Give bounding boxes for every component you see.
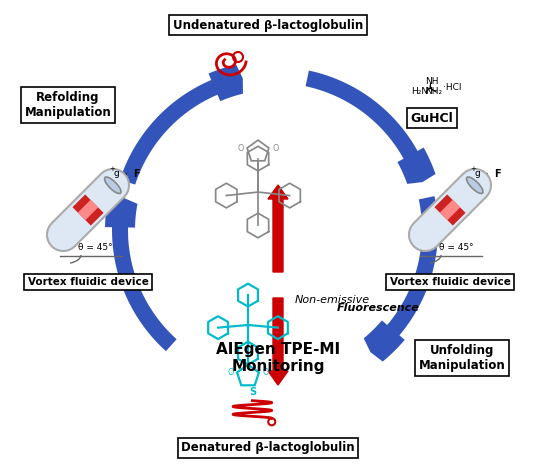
Text: S: S	[249, 387, 256, 397]
Polygon shape	[105, 198, 177, 351]
Polygon shape	[120, 64, 243, 184]
Ellipse shape	[104, 177, 121, 193]
Text: O: O	[237, 143, 244, 153]
Text: g: g	[474, 170, 480, 178]
Text: θ = 45°: θ = 45°	[78, 243, 112, 253]
Ellipse shape	[466, 177, 483, 193]
Text: Fluorescence: Fluorescence	[337, 303, 419, 313]
Text: +: +	[109, 166, 115, 172]
Text: H₂N: H₂N	[411, 87, 428, 97]
Text: NH₂: NH₂	[426, 87, 443, 97]
Text: GuHCl: GuHCl	[411, 112, 453, 125]
Text: Vortex fluidic device: Vortex fluidic device	[389, 277, 510, 287]
Text: O: O	[227, 368, 234, 377]
Text: ·HCl: ·HCl	[443, 83, 461, 92]
Text: Denatured β-lactoglobulin: Denatured β-lactoglobulin	[181, 441, 355, 454]
Text: Unfolding
Manipulation: Unfolding Manipulation	[419, 344, 505, 372]
Text: g: g	[113, 170, 119, 178]
Text: F: F	[494, 169, 501, 179]
Polygon shape	[268, 298, 288, 385]
Polygon shape	[306, 71, 436, 184]
Text: AIEgen TPE-MI
Monitoring: AIEgen TPE-MI Monitoring	[216, 342, 340, 374]
Text: O: O	[272, 143, 279, 153]
Polygon shape	[268, 185, 288, 272]
Text: +: +	[470, 166, 476, 172]
Text: Non-emissive: Non-emissive	[294, 295, 370, 305]
Text: Refolding
Manipulation: Refolding Manipulation	[25, 91, 111, 119]
Polygon shape	[364, 196, 438, 361]
Text: NH: NH	[425, 78, 439, 86]
Text: O: O	[262, 368, 269, 377]
Text: Vortex fluidic device: Vortex fluidic device	[28, 277, 148, 287]
Text: F: F	[133, 169, 140, 179]
Text: θ = 45°: θ = 45°	[439, 243, 474, 253]
Text: Undenatured β-lactoglobulin: Undenatured β-lactoglobulin	[173, 19, 363, 31]
